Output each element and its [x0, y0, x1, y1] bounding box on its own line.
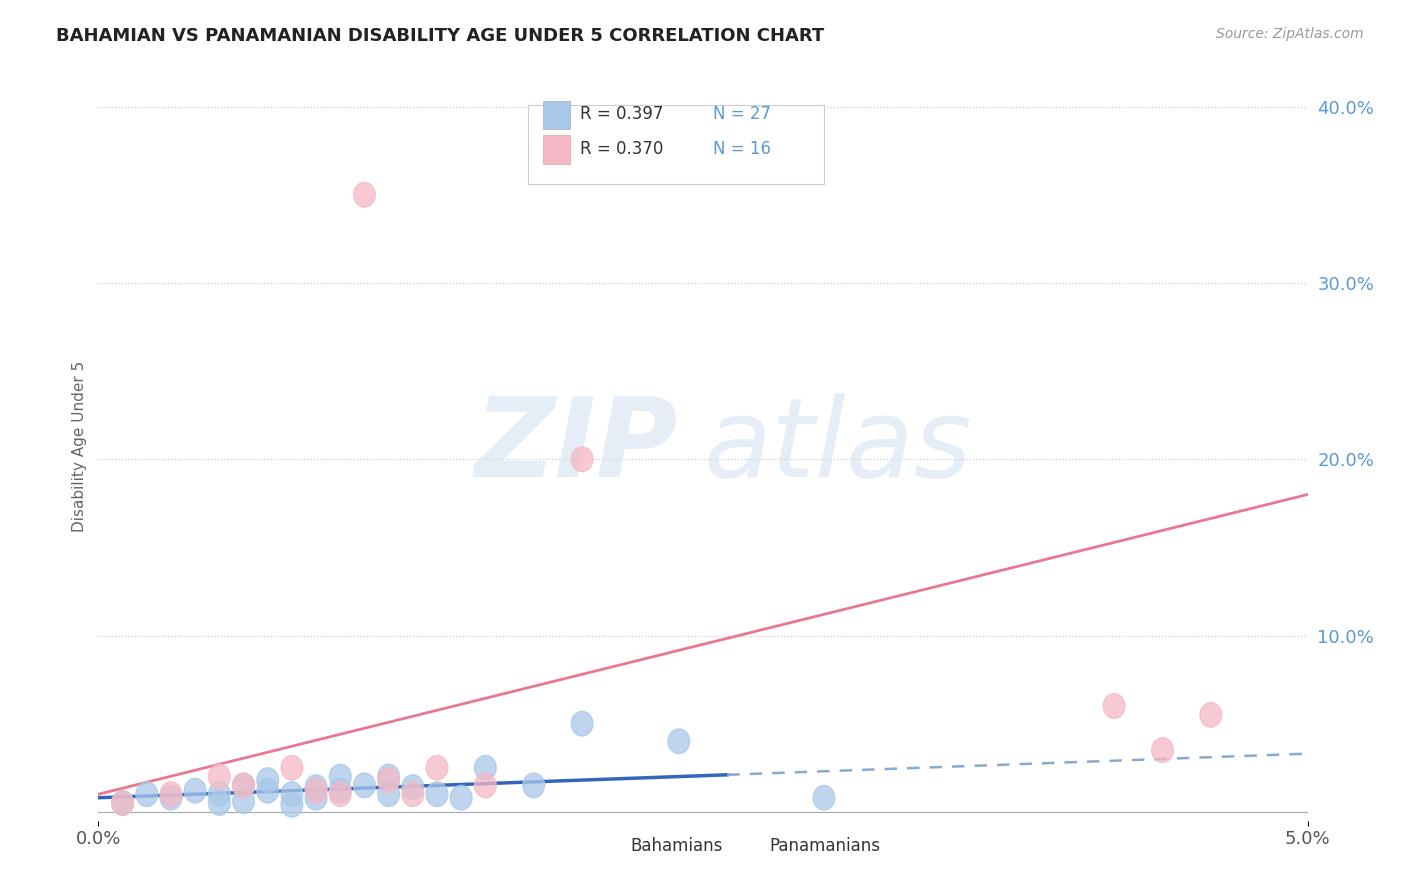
FancyBboxPatch shape [543, 101, 569, 129]
Text: R = 0.370: R = 0.370 [579, 139, 664, 158]
Text: N = 16: N = 16 [713, 139, 770, 158]
Text: Source: ZipAtlas.com: Source: ZipAtlas.com [1216, 27, 1364, 41]
Text: BAHAMIAN VS PANAMANIAN DISABILITY AGE UNDER 5 CORRELATION CHART: BAHAMIAN VS PANAMANIAN DISABILITY AGE UN… [56, 27, 824, 45]
Text: N = 27: N = 27 [713, 105, 770, 123]
Text: Panamanians: Panamanians [769, 837, 880, 855]
FancyBboxPatch shape [734, 834, 759, 858]
FancyBboxPatch shape [543, 135, 569, 163]
Text: R = 0.397: R = 0.397 [579, 105, 664, 123]
Text: ZIP: ZIP [475, 392, 679, 500]
Text: atlas: atlas [703, 392, 972, 500]
Y-axis label: Disability Age Under 5: Disability Age Under 5 [72, 360, 87, 532]
Text: Bahamians: Bahamians [630, 837, 723, 855]
FancyBboxPatch shape [595, 834, 621, 858]
FancyBboxPatch shape [527, 105, 824, 184]
